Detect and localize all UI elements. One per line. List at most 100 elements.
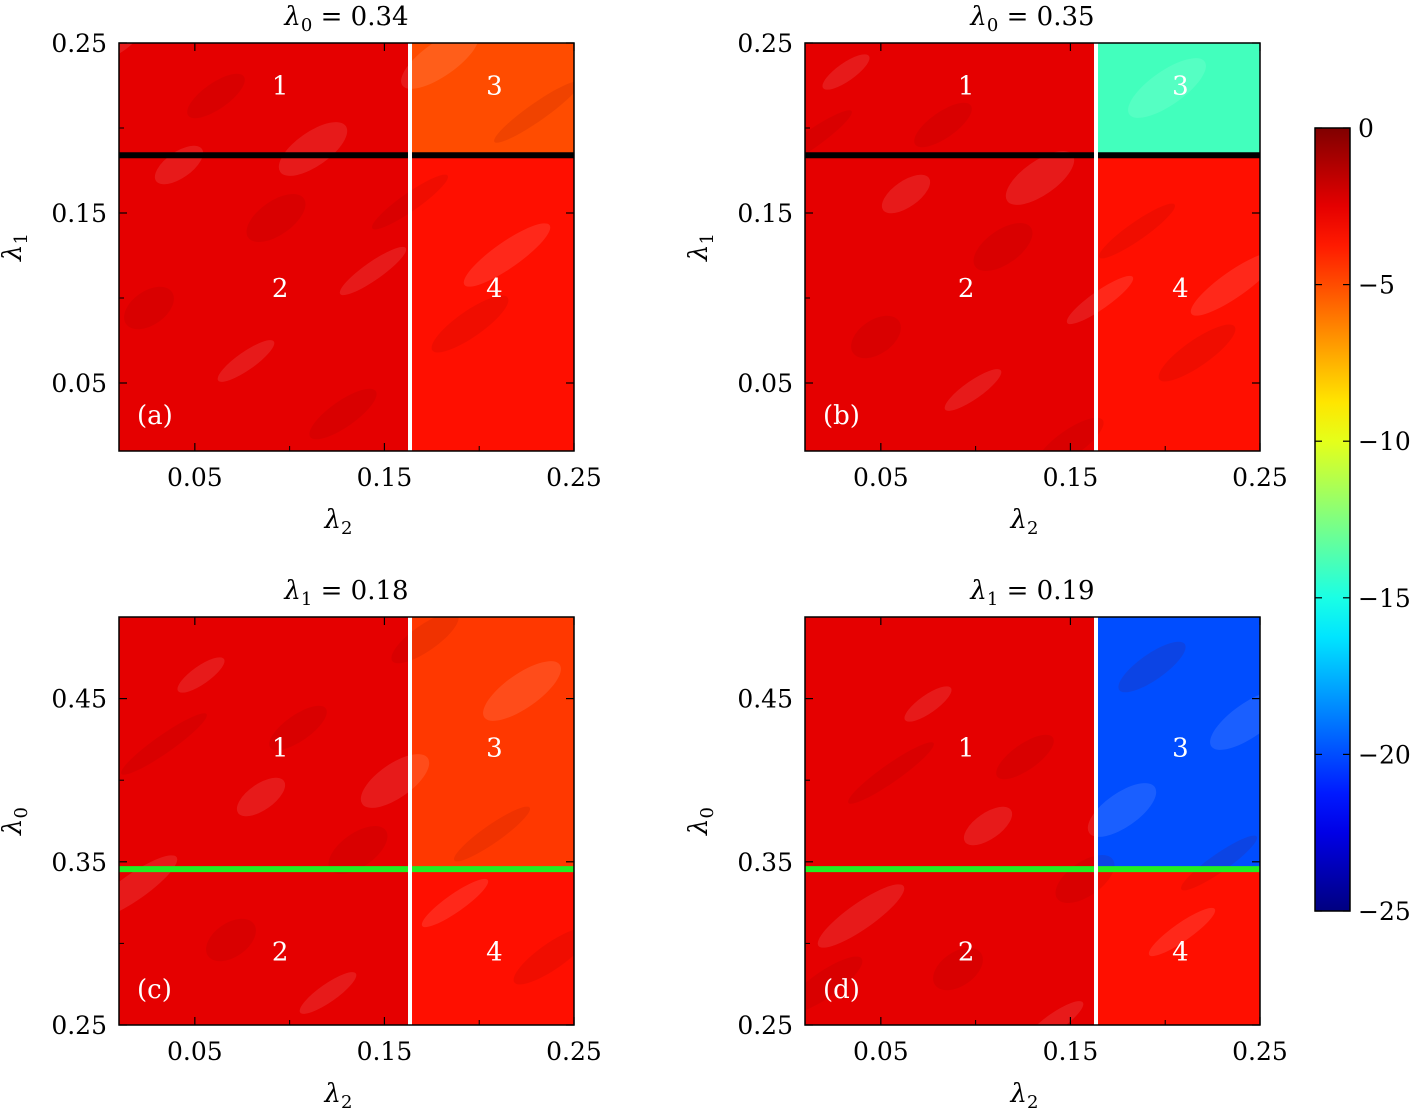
panel-a-texture-blob bbox=[309, 388, 377, 440]
panel-c-x-tick-label: 0.05 bbox=[167, 1037, 223, 1066]
panel-b-texture-blob bbox=[851, 315, 901, 359]
panel-a-title-subscript: 0 bbox=[301, 15, 312, 36]
panel-c-region-3 bbox=[410, 617, 574, 870]
panel-b-texture-blob bbox=[944, 369, 1002, 411]
panel-c-title-symbol: λ bbox=[283, 576, 300, 606]
panel-c-frame bbox=[118, 616, 575, 1026]
panel-d-y-axis-title-subscript: 0 bbox=[697, 807, 718, 818]
panel-a-texture-blob bbox=[494, 81, 574, 143]
panel-c-tag: (c) bbox=[137, 975, 172, 1005]
panel-c-y-axis-title: λ0 bbox=[0, 807, 32, 836]
panel-b-y-axis-title-symbol: λ bbox=[684, 244, 714, 261]
panel-b-region-3 bbox=[1096, 43, 1260, 156]
colorbar-tick-label: −10 bbox=[1358, 427, 1411, 456]
panel-b-frame bbox=[804, 42, 1261, 452]
colorbar-tick-label: −15 bbox=[1358, 584, 1411, 613]
panel-c-x-tick-label: 0.25 bbox=[546, 1037, 602, 1066]
colorbar-tick-label: −5 bbox=[1358, 271, 1395, 300]
panel-a-region-4 bbox=[410, 155, 574, 451]
panel-b-y-tick-label: 0.05 bbox=[737, 369, 793, 398]
colorbar-tick-label: 0 bbox=[1358, 114, 1374, 143]
panel-b-texture-blob bbox=[1128, 58, 1206, 118]
panel-c-x-axis-title: λ2 bbox=[324, 1079, 353, 1113]
panel-b-texture-blob bbox=[1158, 324, 1236, 382]
panel-a-x-axis-title-subscript: 2 bbox=[341, 518, 352, 539]
panel-c-texture-blob bbox=[206, 918, 256, 962]
panel-c-texture-blob bbox=[269, 705, 327, 751]
panel-d-y-tick-label: 0.25 bbox=[737, 1011, 793, 1040]
panel-b-x-tick-label: 0.05 bbox=[853, 463, 909, 492]
panel-a-tag: (a) bbox=[137, 401, 173, 431]
panel-d-texture-blob bbox=[1210, 690, 1260, 750]
panel-d-x-axis-title: λ2 bbox=[1010, 1079, 1039, 1113]
panel-a-x-tick-label: 0.15 bbox=[357, 463, 413, 492]
panel-a-region-3 bbox=[410, 43, 574, 156]
panel-d-texture-blob bbox=[817, 884, 905, 948]
panel-b-texture-blob bbox=[805, 110, 852, 172]
panel-d-region-1 bbox=[805, 617, 1097, 870]
panel-d-texture-blob bbox=[1148, 907, 1216, 957]
panel-d-region-3 bbox=[1096, 617, 1260, 870]
panel-d-x-tick-label: 0.05 bbox=[853, 1037, 909, 1066]
panel-c-texture-blob bbox=[121, 713, 207, 775]
panel-b-x-tick-label: 0.25 bbox=[1232, 463, 1288, 492]
panel-d-y-tick-label: 0.35 bbox=[737, 848, 793, 877]
panel-d-texture-blob bbox=[1087, 783, 1157, 837]
panel-b-region-label-3: 3 bbox=[1172, 72, 1189, 102]
panel-c-texture-blob bbox=[299, 972, 357, 1014]
panel-d-y-axis-title-symbol: λ bbox=[684, 818, 714, 835]
panel-b-texture-blob bbox=[822, 54, 870, 90]
panel-b-title-symbol: λ bbox=[969, 2, 986, 32]
panel-a-region-label-2: 2 bbox=[272, 274, 289, 304]
panel-c-texture-blob bbox=[421, 878, 489, 928]
panel-d-texture-blob bbox=[1180, 835, 1258, 891]
panel-c-texture-blob bbox=[236, 777, 286, 817]
panel-d-texture-blob bbox=[904, 686, 952, 722]
panel-c-y-axis-title-subscript: 0 bbox=[11, 807, 32, 818]
panel-b-title-subscript: 0 bbox=[987, 15, 998, 36]
panel-c-title: λ1 = 0.18 bbox=[283, 576, 408, 610]
panel-a-heatmap bbox=[119, 43, 574, 451]
panel-c-y-tick-label: 0.35 bbox=[51, 848, 107, 877]
panel-b-tag: (b) bbox=[823, 401, 860, 431]
panel-b-region-label-1: 1 bbox=[958, 72, 975, 102]
panel-c-texture-blob bbox=[360, 754, 430, 808]
panel-b-texture-blob bbox=[914, 102, 972, 148]
panel-d-x-axis-title-subscript: 2 bbox=[1027, 1092, 1038, 1113]
panel-d-frame bbox=[804, 616, 1261, 1026]
panel-a-x-tick-label: 0.25 bbox=[546, 463, 602, 492]
panel-b-region-2 bbox=[805, 155, 1097, 451]
panel-b-x-tick-label: 0.15 bbox=[1043, 463, 1099, 492]
panel-c-title-subscript: 1 bbox=[301, 589, 312, 610]
panel-c-y-tick-label: 0.25 bbox=[51, 1011, 107, 1040]
panel-c-texture-blob bbox=[483, 661, 561, 721]
panel-a-x-axis-title-symbol: λ bbox=[324, 505, 341, 535]
panel-b-texture-blob bbox=[1005, 151, 1075, 205]
panel-d-region-label-1: 1 bbox=[958, 734, 975, 764]
panel-b-y-tick-label: 0.15 bbox=[737, 199, 793, 228]
panel-d-region-label-3: 3 bbox=[1172, 734, 1189, 764]
panel-b-texture-blob bbox=[1066, 275, 1134, 325]
panel-b-y-tick-label: 0.25 bbox=[737, 29, 793, 58]
panel-c-region-4 bbox=[410, 869, 574, 1025]
panel-a-region-label-1: 1 bbox=[272, 72, 289, 102]
panel-b-x-axis-title-symbol: λ bbox=[1010, 505, 1027, 535]
panel-c-region-2 bbox=[119, 869, 411, 1025]
panel-c-y-axis-title-symbol: λ bbox=[0, 818, 28, 835]
panel-d-y-tick-label: 0.45 bbox=[737, 685, 793, 714]
panel-a-y-tick-label: 0.15 bbox=[51, 199, 107, 228]
panel-b-x-axis-title: λ2 bbox=[1010, 505, 1039, 539]
panel-c-texture-blob bbox=[328, 826, 388, 874]
panel-c-region-label-4: 4 bbox=[486, 938, 503, 968]
panel-a-y-tick-label: 0.05 bbox=[51, 369, 107, 398]
panel-a-texture-blob bbox=[339, 246, 407, 296]
panel-c-texture bbox=[119, 617, 574, 1014]
panel-a-x-tick-label: 0.05 bbox=[167, 463, 223, 492]
panel-a-texture-blob bbox=[431, 295, 509, 353]
panel-a-y-tick-label: 0.25 bbox=[51, 29, 107, 58]
panel-c-x-axis-title-subscript: 2 bbox=[341, 1092, 352, 1113]
panel-d-title-subscript: 1 bbox=[987, 589, 998, 610]
panel-b-texture-blob bbox=[1190, 252, 1260, 316]
